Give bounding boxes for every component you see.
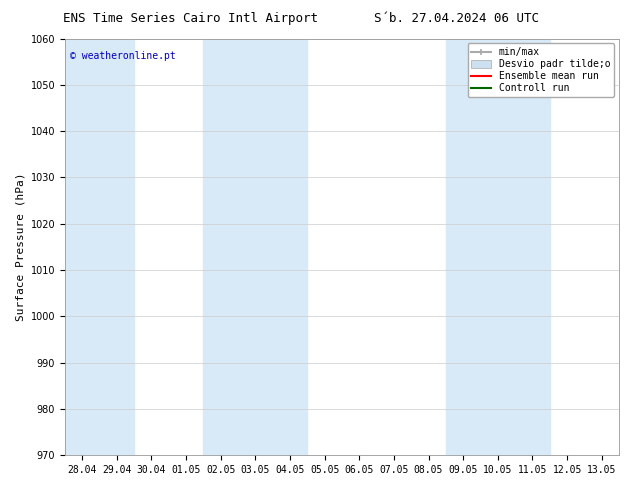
- Bar: [65, 39, 100, 455]
- Bar: [238, 39, 273, 455]
- Bar: [515, 39, 550, 455]
- Y-axis label: Surface Pressure (hPa): Surface Pressure (hPa): [15, 172, 25, 321]
- Bar: [446, 39, 481, 455]
- Bar: [204, 39, 238, 455]
- Bar: [481, 39, 515, 455]
- Bar: [100, 39, 134, 455]
- Bar: [273, 39, 307, 455]
- Text: ENS Time Series Cairo Intl Airport: ENS Time Series Cairo Intl Airport: [63, 12, 318, 25]
- Legend: min/max, Desvio padr tilde;o, Ensemble mean run, Controll run: min/max, Desvio padr tilde;o, Ensemble m…: [467, 44, 614, 97]
- Text: © weatheronline.pt: © weatheronline.pt: [70, 51, 176, 61]
- Text: S´b. 27.04.2024 06 UTC: S´b. 27.04.2024 06 UTC: [374, 12, 539, 25]
